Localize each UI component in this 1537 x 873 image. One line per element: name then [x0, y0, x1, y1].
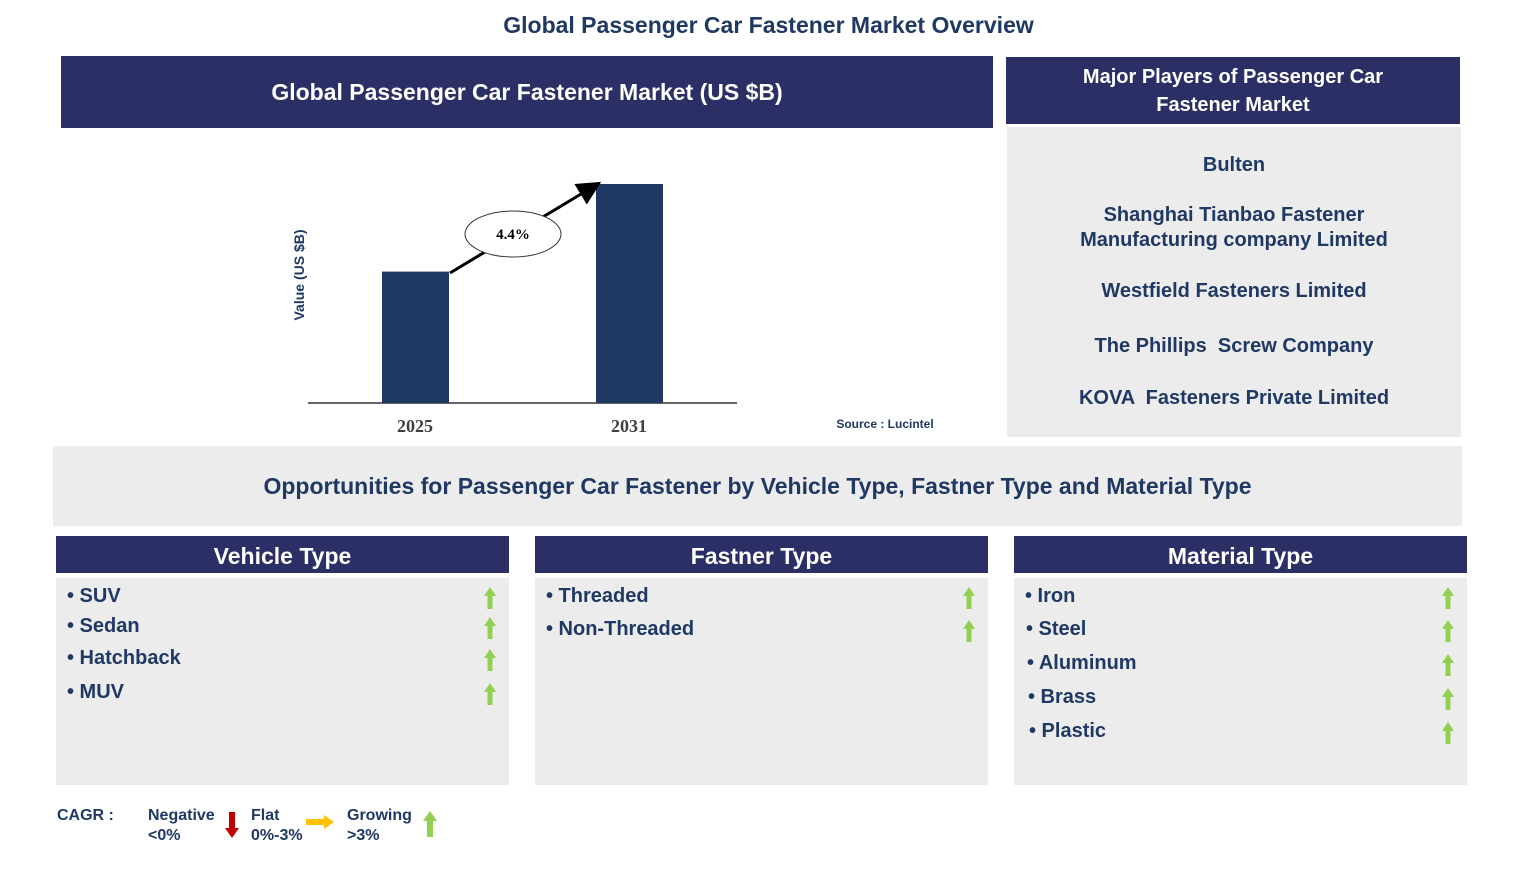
legend-negative: Negative <0% — [148, 806, 215, 846]
up-arrow-icon — [423, 811, 437, 837]
up-arrow-icon — [1442, 587, 1454, 609]
segment-item: • Aluminum — [1027, 652, 1137, 674]
segment-panel — [1014, 578, 1467, 785]
cagr-ellipse — [464, 210, 562, 258]
player-item: The Phillips Screw Company — [1094, 335, 1374, 357]
opportunities-banner: Opportunities for Passenger Car Fastener… — [53, 446, 1462, 526]
legend-growing-range: >3% — [347, 827, 380, 844]
legend-negative-range: <0% — [148, 827, 181, 844]
segment-item: • Sedan — [67, 615, 140, 637]
player-item: Shanghai Tianbao Fastener Manufacturing … — [1080, 204, 1388, 251]
segment-header: Material Type — [1014, 536, 1467, 573]
segment-item: • SUV — [67, 585, 121, 607]
cagr-label: 4.4% — [496, 227, 530, 243]
source-label: Source : Lucintel — [836, 417, 933, 431]
up-arrow-icon — [1442, 620, 1454, 642]
segment-item: • Plastic — [1029, 720, 1107, 742]
up-arrow-icon — [484, 649, 496, 671]
x-tick-label: 2031 — [611, 416, 647, 436]
segment-header: Vehicle Type — [56, 536, 509, 573]
y-axis-label: Value (US $B) — [291, 229, 307, 320]
segment-item: • Hatchback — [67, 647, 181, 669]
up-arrow-icon — [484, 617, 496, 639]
x-tick-label: 2025 — [397, 416, 433, 436]
legend-negative-label: Negative — [148, 807, 215, 824]
down-arrow-icon — [225, 812, 239, 838]
up-arrow-icon — [963, 620, 975, 642]
legend-growing: Growing >3% — [347, 806, 412, 846]
up-arrow-icon — [1442, 654, 1454, 676]
bar-chart: Value (US $B) 2025 2031 4.4% Source : Luc… — [291, 181, 934, 436]
players-panel: Bulten Shanghai Tianbao Fastener Manufac… — [1007, 127, 1461, 437]
up-arrow-icon — [1442, 688, 1454, 710]
segment-header: Fastner Type — [535, 536, 988, 573]
page-title: Global Passenger Car Fastener Market Ove… — [503, 12, 1034, 38]
chart-header: Global Passenger Car Fastener Market (US… — [61, 56, 993, 128]
legend-flat-range: 0%-3% — [251, 827, 303, 844]
up-arrow-icon — [484, 683, 496, 705]
player-item: KOVA Fasteners Private Limited — [1078, 387, 1390, 409]
segment-panel — [535, 578, 988, 785]
right-arrow-icon — [306, 815, 334, 829]
up-arrow-icon — [484, 587, 496, 609]
legend-flat: Flat 0%-3% — [251, 806, 303, 846]
legend-label: CAGR : — [57, 807, 114, 824]
segment-item: • Iron — [1025, 585, 1076, 607]
bar-2031 — [596, 184, 663, 403]
segment-item: • Steel — [1026, 618, 1087, 640]
segment-panel — [56, 578, 509, 785]
segment-item: • MUV — [67, 681, 125, 703]
segment-item: • Threaded — [546, 585, 649, 607]
player-item: Westfield Fasteners Limited — [1101, 280, 1367, 302]
segment-item: • Non-Threaded — [546, 618, 695, 640]
legend-growing-label: Growing — [347, 807, 412, 824]
bar-2025 — [382, 271, 449, 403]
legend-flat-label: Flat — [251, 807, 280, 824]
up-arrow-icon — [1442, 722, 1454, 744]
segment-item: • Brass — [1028, 686, 1097, 708]
player-item: Bulten — [1202, 154, 1266, 176]
players-header: Major Players of Passenger Car Fastener … — [1006, 57, 1460, 124]
up-arrow-icon — [963, 587, 975, 609]
